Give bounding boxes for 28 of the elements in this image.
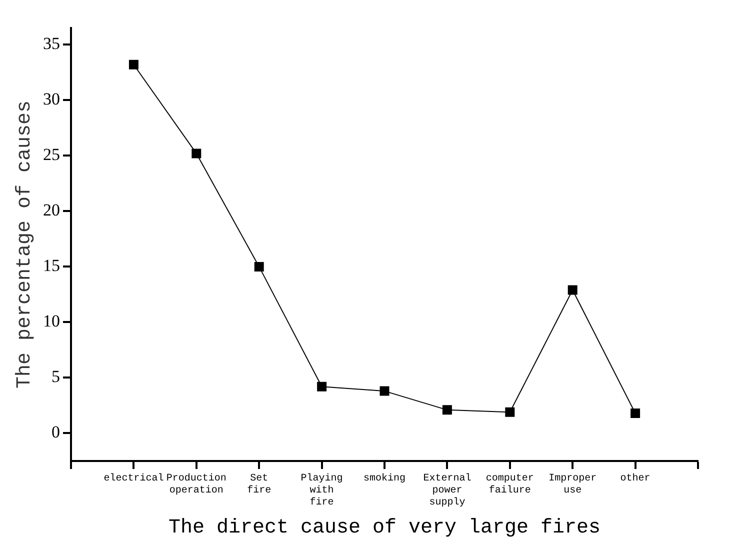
point bbox=[254, 262, 264, 272]
y-tick-label: 5 bbox=[52, 367, 60, 386]
x-tick-label: Production operation bbox=[166, 472, 226, 497]
point bbox=[192, 148, 202, 158]
x-axis-title: The direct cause of very large fires bbox=[168, 516, 601, 540]
y-tick-label: 0 bbox=[52, 422, 60, 442]
y-tick-label: 25 bbox=[43, 145, 60, 164]
point bbox=[317, 382, 327, 392]
x-tick-label: computer failure bbox=[486, 474, 534, 497]
y-tick-label: 35 bbox=[43, 34, 60, 54]
point bbox=[128, 60, 138, 70]
point bbox=[505, 407, 515, 417]
y-tick-label: 10 bbox=[43, 312, 60, 331]
y-tick-label: 20 bbox=[43, 200, 60, 220]
point bbox=[380, 386, 390, 396]
point bbox=[568, 285, 578, 295]
x-tick-label: External power supply bbox=[423, 472, 472, 509]
x-tick-label: Set fire bbox=[247, 474, 272, 497]
x-tick-label: other bbox=[620, 472, 650, 485]
y-tick-label: 15 bbox=[43, 256, 60, 276]
x-tick-label: electrical bbox=[104, 472, 164, 485]
x-tick-label: Playing with fire bbox=[300, 472, 343, 509]
y-axis-title: The percentage of causes bbox=[13, 100, 36, 389]
x-tick-label: smoking bbox=[363, 472, 406, 485]
y-tick-label: 30 bbox=[43, 90, 60, 109]
x-tick-label: Improper use bbox=[548, 474, 597, 497]
point bbox=[442, 405, 452, 415]
point bbox=[630, 408, 640, 418]
